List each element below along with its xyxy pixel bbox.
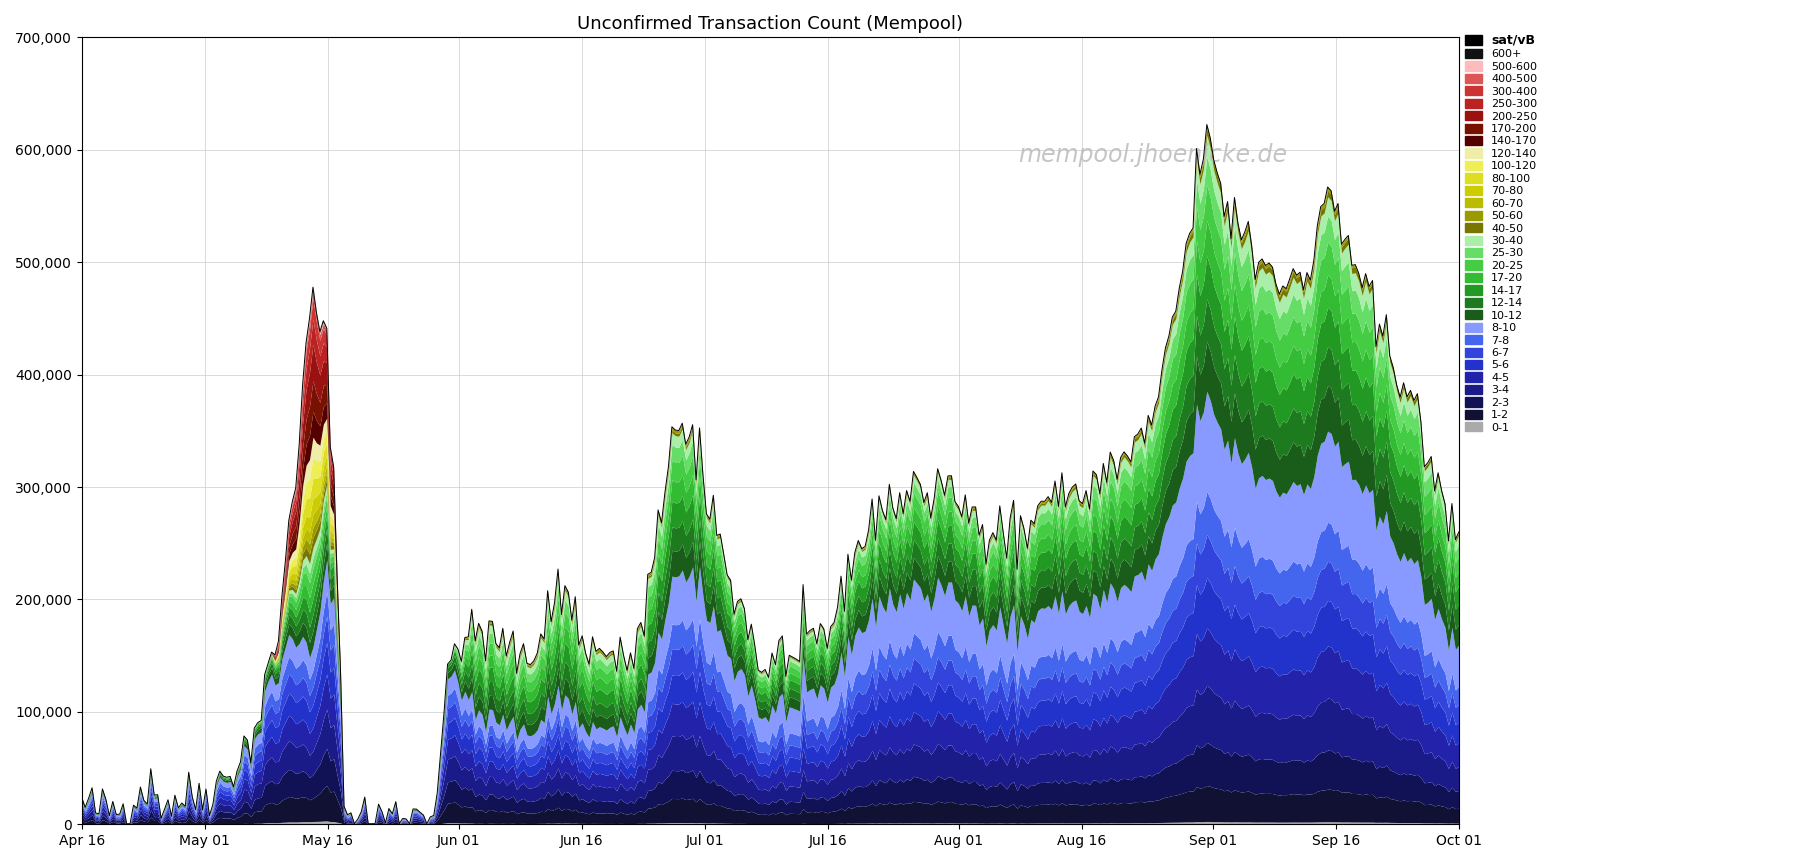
- Text: mempool.jhoenicke.de: mempool.jhoenicke.de: [1019, 143, 1287, 167]
- Legend: sat/vB, 600+, 500-600, 400-500, 300-400, 250-300, 200-250, 170-200, 140-170, 120: sat/vB, 600+, 500-600, 400-500, 300-400,…: [1460, 29, 1543, 438]
- Title: Unconfirmed Transaction Count (Mempool): Unconfirmed Transaction Count (Mempool): [578, 15, 963, 33]
